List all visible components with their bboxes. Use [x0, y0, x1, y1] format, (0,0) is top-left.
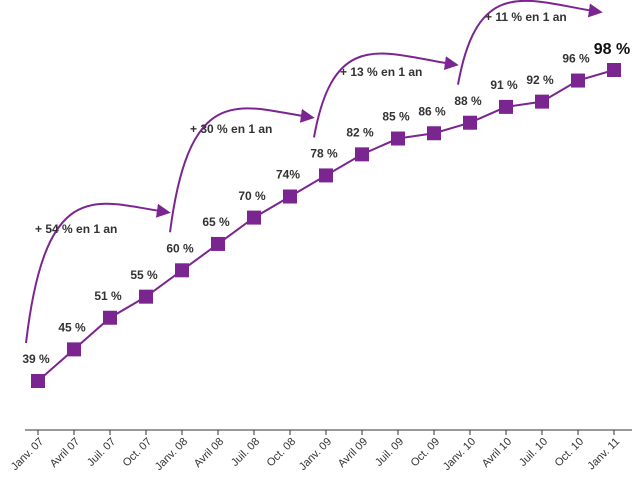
value-label: 70 % — [238, 189, 266, 203]
value-label: 60 % — [166, 241, 194, 255]
x-tick-label: Janv. 09 — [297, 436, 334, 473]
marker — [283, 189, 297, 204]
value-label: 96 % — [562, 52, 590, 66]
annotation: + 11 % en 1 an — [485, 10, 567, 24]
value-label: 78 % — [310, 147, 338, 161]
value-label: 55 % — [130, 268, 158, 282]
x-tick-label: Janv. 10 — [441, 436, 478, 473]
marker — [103, 310, 117, 325]
marker — [499, 99, 513, 114]
value-label: 65 % — [202, 215, 230, 229]
x-tick-label: Juil. 07 — [85, 436, 118, 469]
value-label: 92 % — [526, 73, 554, 87]
x-tick-label: Juil. 09 — [373, 436, 406, 469]
x-tick-label: Oct. 07 — [121, 436, 155, 470]
x-tick-label: Janv. 07 — [9, 436, 46, 473]
annotation: + 30 % en 1 an — [190, 122, 272, 136]
marker — [211, 236, 225, 251]
marker — [139, 289, 153, 304]
x-tick-label: Avril 08 — [192, 436, 226, 470]
annotation: + 54 % en 1 an — [35, 222, 117, 236]
x-tick-label: Janv. 08 — [153, 436, 190, 473]
marker — [535, 94, 549, 109]
x-tick-label: Avril 10 — [480, 436, 514, 470]
marker — [427, 126, 441, 141]
value-label: 85 % — [382, 110, 410, 124]
value-label: 51 % — [94, 289, 122, 303]
x-tick-label: Oct. 08 — [265, 436, 299, 470]
value-label: 74% — [276, 168, 300, 182]
marker — [31, 374, 45, 388]
x-tick-label: Juil. 08 — [229, 436, 262, 469]
growth-arrow — [169, 107, 315, 233]
x-tick-label: Juil. 10 — [517, 436, 550, 469]
value-label: 98 % — [594, 41, 630, 58]
value-label: 82 % — [346, 126, 374, 140]
line — [37, 69, 615, 382]
growth-arrow — [313, 52, 459, 138]
marker — [571, 73, 585, 88]
annotation: + 13 % en 1 an — [340, 65, 422, 79]
x-tick-label: Avril 07 — [48, 436, 82, 470]
marker — [319, 168, 333, 183]
value-label: 91 % — [490, 78, 518, 92]
marker — [355, 147, 369, 162]
value-label: 86 % — [418, 104, 446, 118]
x-tick-label: Avril 09 — [336, 436, 370, 470]
x-tick-label: Oct. 10 — [553, 436, 587, 470]
growth-arrow — [457, 0, 603, 85]
marker — [247, 210, 261, 225]
marker — [67, 342, 81, 357]
value-label: 45 % — [58, 321, 86, 335]
marker — [607, 63, 621, 77]
x-tick-label: Oct. 09 — [409, 436, 443, 470]
marker — [175, 263, 189, 278]
x-tick-label: Janv. 11 — [585, 436, 622, 473]
marker — [463, 115, 477, 130]
value-label: 88 % — [454, 94, 482, 108]
value-label: 39 % — [22, 352, 50, 366]
growth-arrow — [25, 202, 171, 344]
marker — [391, 131, 405, 146]
